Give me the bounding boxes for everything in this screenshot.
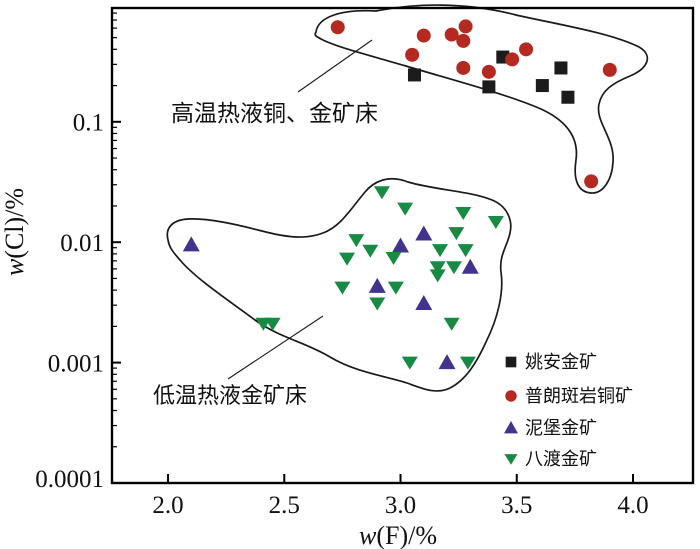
data-point [362,244,379,258]
low-temp-cluster-label: 低温热液金矿床 [153,383,307,408]
x-tick-label: 4.0 [617,492,648,519]
data-point [387,281,404,295]
data-point [443,317,460,331]
data-point [369,297,386,311]
data-point [458,19,473,34]
legend-label: 普朗斑岩铜矿 [525,386,633,406]
legend-marker-square-icon [505,356,517,368]
data-point [264,317,281,331]
y-tick-label: 0.01 [60,230,104,257]
data-point [392,237,410,253]
data-point [455,206,472,220]
data-point [487,216,504,230]
y-tick-label: 0.0001 [35,466,104,493]
low-temp-cluster-outline [166,178,512,392]
axis-ticks: 2.0 2.5 3.0 3.5 4.0 0.1 0.01 0.001 0.0001 [35,12,649,519]
data-point [482,80,496,94]
data-point [373,186,390,200]
data-point [456,33,471,48]
legend-label: 姚安金矿 [525,352,597,372]
data-point [405,47,420,62]
legend-marker-circle-icon [505,390,517,402]
data-point [445,261,462,275]
y-tick-label: 0.1 [73,110,104,137]
data-point [401,356,418,370]
legend-label: 八渡金矿 [525,449,597,469]
data-point [561,90,575,104]
high-temp-leader-line [297,39,373,93]
legend-label: 泥堡金矿 [525,418,597,438]
data-point [438,354,456,370]
data-points [182,19,617,370]
data-point [416,28,431,43]
data-point [457,244,474,258]
data-point [461,258,479,274]
data-point [535,79,549,93]
data-point [448,227,465,241]
data-point [407,68,421,82]
data-point [330,20,345,35]
data-point [459,356,476,370]
data-point [481,64,496,79]
data-point [385,251,402,265]
high-temp-cluster-outline [314,4,649,194]
low-temp-leader-line [227,315,324,380]
x-tick-label: 2.0 [152,492,183,519]
data-point [429,261,446,275]
legend-marker-triangle-down-icon [504,454,518,465]
data-point [397,202,414,216]
x-tick-label: 2.5 [269,492,300,519]
y-axis-title: w(Cl)/% [0,188,29,276]
data-point [368,277,386,293]
y-tick-label: 0.001 [48,350,104,377]
data-point [432,244,449,258]
high-temp-cluster-label: 高温热液铜、金矿床 [171,101,378,126]
x-tick-label: 3.5 [501,492,532,519]
data-point [584,174,599,189]
data-point [429,269,446,283]
legend-marker-triangle-up-icon [504,421,518,434]
data-point [415,225,433,241]
data-point [444,27,459,42]
plot-frame [110,6,695,485]
x-axis-title: w(F)/% [359,521,437,549]
data-point [602,62,617,77]
data-point [505,52,520,67]
data-point [519,42,534,57]
data-point [339,252,356,266]
data-point [182,236,200,252]
x-tick-label: 3.0 [385,492,416,519]
data-point [348,234,365,248]
data-point [334,281,351,295]
data-point [554,61,568,75]
data-point [456,60,471,75]
data-point [415,294,433,310]
